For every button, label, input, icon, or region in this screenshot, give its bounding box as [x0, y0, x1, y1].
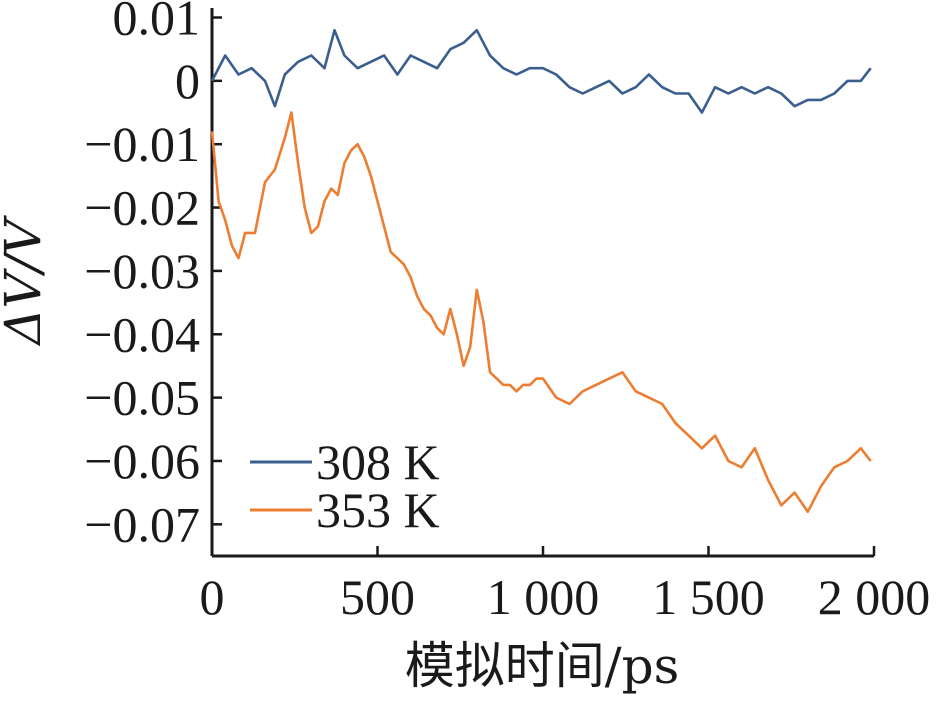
x-tick-label: 0	[200, 569, 225, 625]
y-axis-title: ΔV/V	[0, 215, 52, 347]
y-tick-label: 0.01	[113, 0, 201, 46]
series-layer	[210, 28, 872, 514]
y-tick-label: 0	[175, 53, 200, 109]
legend-label-1: 308 K	[316, 434, 440, 490]
x-axis-title: 模拟时间/ps	[405, 637, 680, 695]
axes	[210, 8, 876, 558]
y-tick-label: −0.06	[84, 433, 200, 489]
tick-labels: 0.01 0 −0.01 −0.02 −0.03 −0.04 −0.05 −0.06 −0.07…	[84, 0, 930, 625]
y-tick-label: −0.02	[84, 180, 200, 236]
x-tick-label: 2 000	[818, 569, 931, 625]
x-tick-label: 500	[340, 569, 415, 625]
x-tick-label: 1 500	[652, 569, 765, 625]
y-tick-label: −0.03	[84, 243, 200, 299]
y-tick-label: −0.04	[84, 306, 200, 362]
series-line-1	[210, 28, 872, 114]
legend-label-2: 353 K	[316, 482, 440, 538]
y-tick-label: −0.07	[84, 496, 200, 552]
y-tick-label: −0.01	[84, 116, 200, 172]
y-tick-label: −0.05	[84, 370, 200, 426]
series-line-2	[210, 111, 872, 514]
x-tick-label: 1 000	[487, 569, 600, 625]
